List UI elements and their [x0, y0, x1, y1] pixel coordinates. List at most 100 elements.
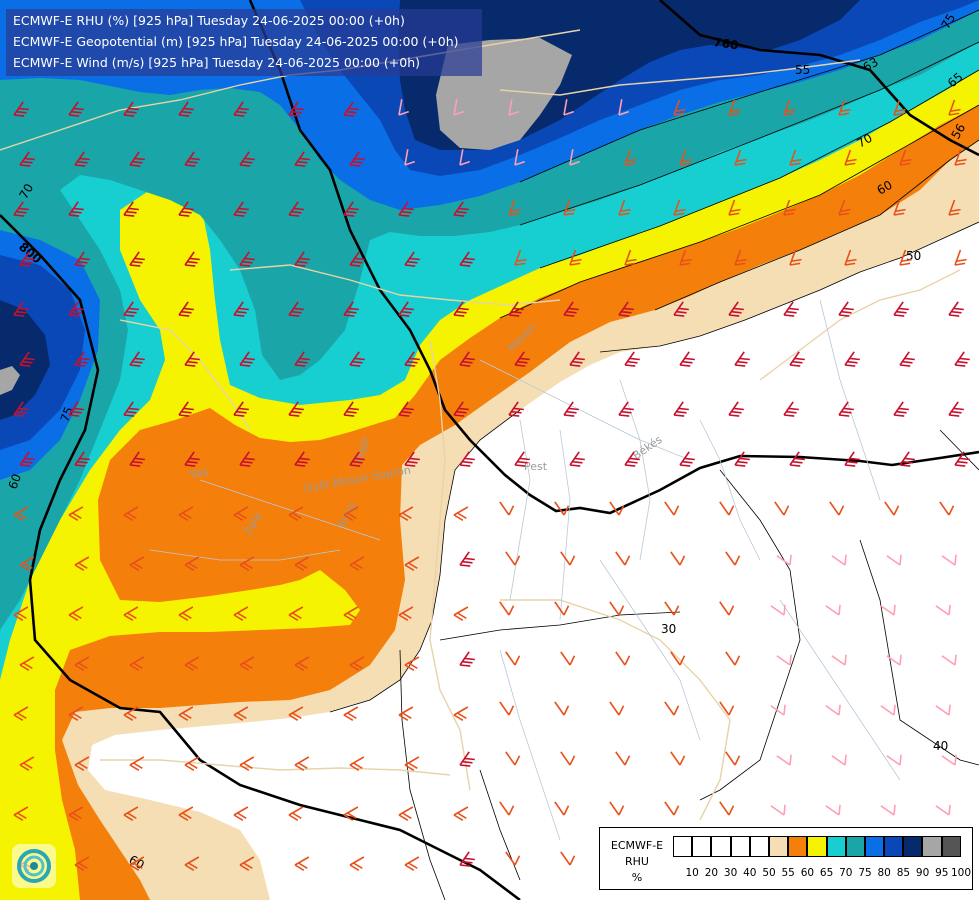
wind-barb	[664, 801, 680, 816]
wind-barb	[725, 651, 741, 666]
wind-barb	[459, 149, 470, 166]
wind-barb	[499, 701, 515, 716]
wind-barb	[948, 301, 964, 317]
wind-barb	[123, 706, 139, 721]
wind-barb	[459, 551, 475, 567]
wind-barb	[19, 556, 35, 571]
wind-barb	[789, 351, 805, 367]
wind-barb	[554, 801, 570, 816]
wind-barb	[825, 604, 841, 616]
wind-barb	[294, 556, 310, 571]
legend-swatch	[749, 836, 769, 857]
geopotential-760-line	[248, 0, 979, 515]
wind-barb	[459, 851, 475, 867]
wind-barb	[844, 351, 860, 367]
wind-barb	[129, 856, 145, 871]
wind-barb	[624, 249, 637, 266]
wind-barb	[404, 451, 420, 467]
wind-barb	[563, 301, 579, 317]
wind-barb	[453, 401, 469, 417]
wind-barb	[13, 606, 29, 621]
legend-tick: 70	[839, 867, 853, 879]
wind-barb	[349, 756, 365, 771]
wind-barb	[74, 656, 90, 671]
wind-barb	[838, 401, 854, 417]
wind-barb	[349, 351, 365, 367]
wind-barb	[398, 201, 414, 217]
wind-barb	[734, 149, 747, 166]
wind-barb	[838, 301, 854, 317]
wind-barb	[343, 301, 359, 317]
wind-barb	[343, 606, 359, 621]
wind-barb	[74, 351, 90, 367]
wind-barb	[935, 804, 951, 816]
wind-barb	[68, 506, 84, 521]
wind-barb	[178, 606, 194, 621]
wind-barb	[560, 651, 576, 666]
wind-barb	[609, 501, 625, 516]
wind-barb	[679, 351, 695, 367]
legend-tick: 50	[762, 867, 776, 879]
wind-barb	[825, 704, 841, 716]
wind-barb	[615, 751, 631, 766]
wind-barb	[514, 451, 530, 467]
wind-barb	[776, 754, 792, 766]
wind-barb	[13, 401, 29, 417]
wind-barb	[349, 556, 365, 571]
legend-tick: 80	[877, 867, 891, 879]
wind-barb	[679, 451, 695, 467]
wind-barb	[615, 651, 631, 666]
map-title-box: ECMWF-E RHU (%) [925 hPa] Tuesday 24-06-…	[6, 9, 482, 76]
wind-barb	[893, 199, 906, 216]
wind-barb	[935, 704, 951, 716]
wind-barb	[505, 651, 521, 666]
wind-barb	[459, 451, 475, 467]
wind-barb	[508, 401, 524, 417]
wind-barb	[184, 451, 200, 467]
wind-barb	[554, 501, 570, 516]
wind-barb	[954, 249, 967, 266]
legend-tick: 40	[743, 867, 757, 879]
wind-barb	[184, 151, 200, 167]
wind-barb	[178, 301, 194, 317]
wind-barb	[499, 801, 515, 816]
wind-barb	[233, 506, 249, 521]
wind-barb	[233, 706, 249, 721]
wind-barb	[624, 149, 637, 166]
wind-barb	[893, 99, 906, 116]
wind-barb	[343, 506, 359, 521]
rhu-contours	[329, 9, 979, 900]
wind-barb	[398, 706, 414, 721]
wind-barb	[398, 506, 414, 521]
title-line-wind: ECMWF-E Wind (m/s) [925 hPa] Tuesday 24-…	[13, 55, 421, 70]
wind-barb	[783, 401, 799, 417]
wind-barb	[19, 756, 35, 771]
country-borders	[0, 29, 961, 821]
contour-label: 63	[861, 55, 881, 75]
wind-barb	[844, 451, 860, 467]
wind-barb	[774, 501, 790, 516]
wind-barb	[398, 401, 414, 417]
wind-barb	[74, 756, 90, 771]
geopotential-label-760: 760	[713, 35, 740, 52]
wind-barb	[728, 401, 744, 417]
legend-swatch	[692, 836, 712, 857]
region-label-vas: Vas	[188, 465, 209, 481]
wind-barb	[233, 606, 249, 621]
wind-barb	[74, 556, 90, 571]
wind-barb	[670, 751, 686, 766]
wind-barb	[184, 856, 200, 871]
wind-barb	[508, 199, 521, 216]
wind-barb	[770, 604, 786, 616]
wind-barb	[239, 451, 255, 467]
wind-barb	[288, 606, 304, 621]
region-label-pest: Pest	[524, 460, 548, 473]
wind-barb	[294, 151, 310, 167]
wind-barb	[68, 201, 84, 217]
wind-barb	[343, 201, 359, 217]
wind-barb	[884, 501, 900, 516]
wind-barb	[129, 151, 145, 167]
title-line-rhu: ECMWF-E RHU (%) [925 hPa] Tuesday 24-06-…	[13, 13, 405, 28]
